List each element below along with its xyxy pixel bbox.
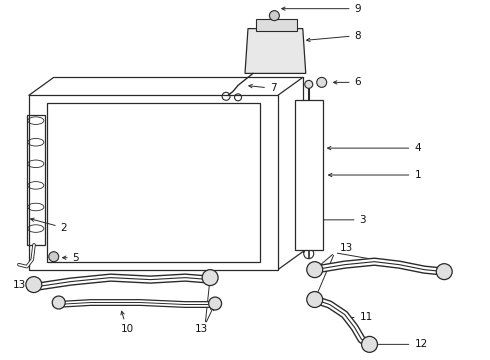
- Text: 11: 11: [345, 312, 373, 323]
- Circle shape: [26, 276, 42, 293]
- Text: 12: 12: [373, 339, 428, 349]
- Circle shape: [209, 297, 221, 310]
- Bar: [29, 95, 278, 270]
- Text: 13: 13: [195, 324, 208, 334]
- Circle shape: [307, 262, 323, 278]
- Text: 9: 9: [282, 4, 361, 14]
- Circle shape: [317, 77, 327, 87]
- Circle shape: [49, 252, 59, 262]
- Text: 4: 4: [327, 143, 421, 153]
- Text: 7: 7: [249, 84, 276, 93]
- Text: 13: 13: [13, 280, 26, 289]
- Circle shape: [52, 296, 65, 309]
- Text: 13: 13: [340, 243, 353, 253]
- Text: 6: 6: [334, 77, 361, 87]
- Circle shape: [307, 292, 323, 307]
- Text: 2: 2: [30, 218, 67, 233]
- Circle shape: [270, 11, 279, 21]
- Circle shape: [202, 270, 218, 285]
- Text: 5: 5: [63, 253, 79, 263]
- Circle shape: [305, 80, 313, 88]
- Text: 8: 8: [307, 31, 361, 41]
- Bar: [47, 103, 260, 262]
- Circle shape: [436, 264, 452, 280]
- Circle shape: [362, 336, 377, 352]
- Text: 3: 3: [314, 215, 366, 225]
- Text: 10: 10: [121, 311, 134, 334]
- Bar: [256, 19, 297, 31]
- Text: 1: 1: [329, 170, 421, 180]
- Bar: [295, 100, 323, 250]
- Polygon shape: [245, 28, 306, 73]
- Bar: [27, 115, 45, 245]
